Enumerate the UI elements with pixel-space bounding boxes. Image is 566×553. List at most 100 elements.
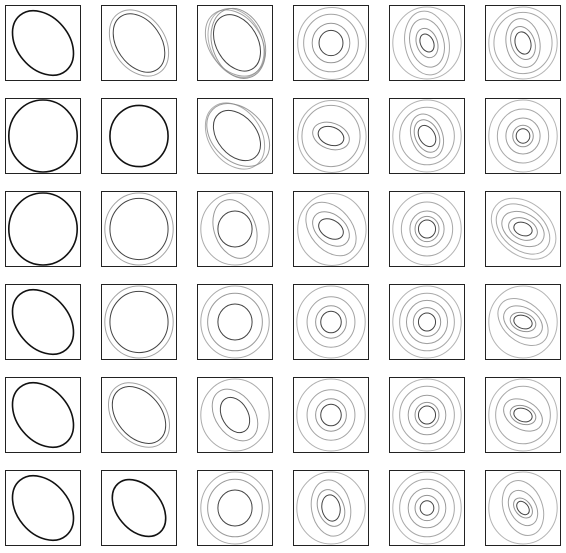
- ellipse-contour: [516, 500, 530, 516]
- panel-plot: [11, 474, 75, 542]
- panel-r2-c3: [197, 98, 273, 174]
- panel-r5-c4: [293, 377, 369, 453]
- panel-r2-c1: [5, 98, 81, 174]
- panel-r1-c1: [5, 5, 81, 81]
- ellipse-contour: [112, 13, 166, 73]
- ellipse-contour: [417, 124, 437, 148]
- panel-plot: [200, 378, 270, 452]
- ellipse-contour: [217, 303, 253, 341]
- ellipse-contour: [488, 471, 558, 545]
- panel-plot: [297, 6, 367, 80]
- ellipse-contour: [488, 99, 558, 173]
- panel-r5-c3: [197, 377, 273, 453]
- ellipse-contour: [392, 378, 462, 452]
- panel-r4-c4: [293, 284, 369, 360]
- ellipse-contour: [501, 480, 545, 536]
- ellipse-contour: [507, 489, 539, 527]
- panel-plot: [7, 99, 79, 173]
- panel-r3-c1: [5, 191, 81, 267]
- ellipse-contour: [297, 192, 367, 266]
- ellipse-contour: [496, 108, 550, 164]
- ellipse-contour: [200, 192, 270, 266]
- ellipse-contour: [11, 474, 75, 542]
- ellipse-contour: [321, 494, 341, 522]
- panel-r1-c2: [101, 5, 177, 81]
- panel-plot: [204, 102, 271, 170]
- ellipse-contour: [320, 403, 342, 427]
- ellipse-contour: [513, 221, 533, 237]
- panel-plot: [108, 9, 170, 77]
- ellipse-contour: [297, 6, 367, 80]
- ellipse-contour: [413, 119, 441, 153]
- panel-r4-c1: [5, 284, 81, 360]
- ellipse-contour: [488, 378, 558, 452]
- ellipse-contour: [212, 109, 261, 162]
- panel-plot: [392, 192, 462, 266]
- ellipse-contour: [217, 489, 253, 527]
- ellipse-contour: [501, 210, 545, 248]
- ellipse-contour: [493, 11, 553, 75]
- ellipse-contour: [510, 26, 536, 60]
- panel-plot: [111, 478, 167, 538]
- ellipse-contour: [204, 102, 266, 170]
- ellipse-contour: [217, 210, 253, 248]
- ellipse-contour: [417, 219, 437, 239]
- ellipse-contour: [392, 6, 462, 80]
- ellipse-contour: [415, 27, 439, 59]
- ellipse-contour: [512, 124, 534, 148]
- panel-r6-c2: [101, 470, 177, 546]
- ellipse-contour: [320, 310, 342, 334]
- ellipse-contour: [11, 381, 75, 449]
- ellipse-contour: [404, 10, 450, 76]
- panel-r6-c6: [485, 470, 561, 546]
- ellipse-contour: [508, 217, 538, 241]
- panel-plot: [392, 378, 462, 452]
- ellipse-contour: [399, 385, 455, 445]
- ellipse-contour: [419, 500, 435, 516]
- panel-plot: [296, 471, 366, 545]
- ellipse-contour: [509, 404, 537, 426]
- ellipse-contour: [513, 407, 533, 423]
- ellipse-contour: [318, 29, 344, 57]
- ellipse-contour: [7, 99, 79, 173]
- ellipse-contour: [213, 14, 261, 72]
- ellipse-contour: [315, 305, 347, 339]
- ellipse-contour: [207, 292, 263, 352]
- panel-plot: [297, 99, 367, 173]
- ellipse-contour: [417, 405, 437, 425]
- ellipse-contour: [296, 471, 366, 545]
- panel-r6-c5: [389, 470, 465, 546]
- panel-r5-c5: [389, 377, 465, 453]
- ellipse-contour: [495, 385, 551, 445]
- ellipse-contour: [513, 314, 533, 330]
- ellipse-contour: [414, 494, 440, 522]
- ellipse-contour: [200, 285, 270, 359]
- ellipse-contour: [104, 192, 174, 266]
- ellipse-contour: [392, 285, 462, 359]
- ellipse-contour: [312, 211, 350, 247]
- ellipse-contour: [490, 197, 557, 260]
- panel-plot: [11, 288, 75, 356]
- panel-plot: [392, 99, 462, 173]
- ellipse-contour: [409, 113, 445, 159]
- panel-plot: [392, 285, 462, 359]
- ellipse-contour: [206, 103, 271, 167]
- ellipse-contour: [212, 199, 258, 259]
- ellipse-contour: [297, 99, 367, 173]
- panel-r3-c6: [485, 191, 561, 267]
- ellipse-contour: [503, 398, 543, 432]
- ellipse-contour: [392, 471, 462, 545]
- ellipse-contour: [505, 117, 541, 155]
- panel-plot: [392, 471, 462, 545]
- ellipse-contour: [497, 297, 549, 347]
- ellipse-contour: [419, 33, 435, 53]
- panel-plot: [11, 381, 75, 449]
- panel-r5-c1: [5, 377, 81, 453]
- panel-plot: [488, 378, 558, 452]
- panel-plot: [488, 6, 558, 80]
- panel-r3-c3: [197, 191, 273, 267]
- panel-r6-c4: [293, 470, 369, 546]
- panel-plot: [488, 285, 558, 359]
- panel-r3-c2: [101, 191, 177, 267]
- ellipse-contour: [312, 121, 350, 151]
